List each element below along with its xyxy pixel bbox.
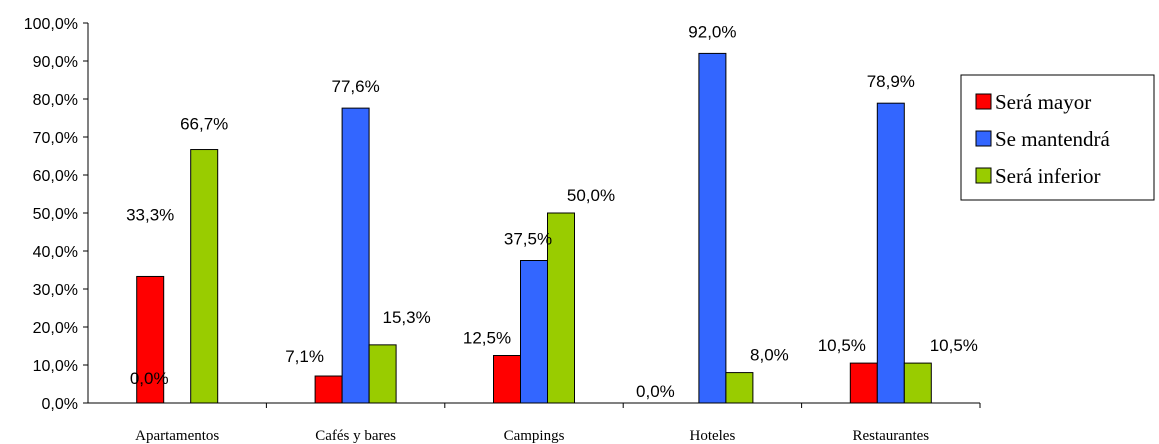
y-tick-label: 90,0% <box>33 54 78 71</box>
data-label: 10,5% <box>818 336 866 355</box>
bar <box>190 149 219 404</box>
legend-label: Será inferior <box>995 164 1101 188</box>
data-label: 50,0% <box>567 186 615 205</box>
x-category-label: Cafés y bares <box>315 428 396 444</box>
bar <box>314 375 343 404</box>
data-label: 66,7% <box>180 115 228 134</box>
bars <box>136 52 932 404</box>
bar <box>876 102 905 404</box>
data-label: 0,0% <box>130 369 169 388</box>
y-tick-label: 50,0% <box>33 206 78 223</box>
legend-swatch <box>975 93 992 110</box>
legend-label: Será mayor <box>995 90 1091 114</box>
y-tick-label: 70,0% <box>33 130 78 147</box>
data-label: 12,5% <box>463 329 511 348</box>
x-category-label: Hoteles <box>689 428 735 444</box>
data-label: 77,6% <box>331 77 379 96</box>
y-tick-label: 60,0% <box>33 168 78 185</box>
data-labels: 33,3% 7,1% 12,5% 0,0% 10,5% 0,0% 77,6% 37,5% 92,… <box>126 22 978 401</box>
bar <box>903 362 932 404</box>
x-category-label: Campings <box>504 428 565 444</box>
bar <box>698 52 727 404</box>
bar <box>136 275 165 404</box>
data-label: 92,0% <box>688 22 736 41</box>
bar <box>341 107 370 404</box>
data-label: 7,1% <box>285 347 324 366</box>
y-tick-label: 20,0% <box>33 320 78 337</box>
data-label: 37,5% <box>504 230 552 249</box>
legend-swatch <box>975 167 992 184</box>
bar <box>849 362 878 404</box>
data-label: 10,5% <box>930 336 978 355</box>
legend-box <box>960 74 1155 201</box>
bar <box>725 372 754 404</box>
legend-label: Se mantendrá <box>995 127 1111 151</box>
data-label: 0,0% <box>636 382 675 401</box>
data-label: 15,3% <box>382 308 430 327</box>
y-tick-label: 100,0% <box>24 16 78 33</box>
y-tick-label: 30,0% <box>33 282 78 299</box>
data-label: 33,3% <box>126 205 174 224</box>
y-tick-label: 40,0% <box>33 244 78 261</box>
x-category-label: Apartamentos <box>135 428 219 444</box>
data-label: 8,0% <box>750 346 789 365</box>
legend-swatch <box>975 130 992 147</box>
x-category-label: Restaurantes <box>852 428 929 444</box>
legend: Será mayor Se mantendrá Será inferior <box>960 74 1155 201</box>
y-tick-label: 0,0% <box>42 396 78 413</box>
axes: 0,0% 10,0% 20,0% 30,0% 40,0% 50,0% 60,0% 70,0% 8… <box>24 16 981 444</box>
y-tick-label: 80,0% <box>33 92 78 109</box>
data-label: 78,9% <box>867 72 915 91</box>
bar <box>520 260 548 404</box>
bar <box>368 344 397 404</box>
y-tick-label: 10,0% <box>33 358 78 375</box>
bar <box>493 355 521 404</box>
bar <box>547 212 575 404</box>
